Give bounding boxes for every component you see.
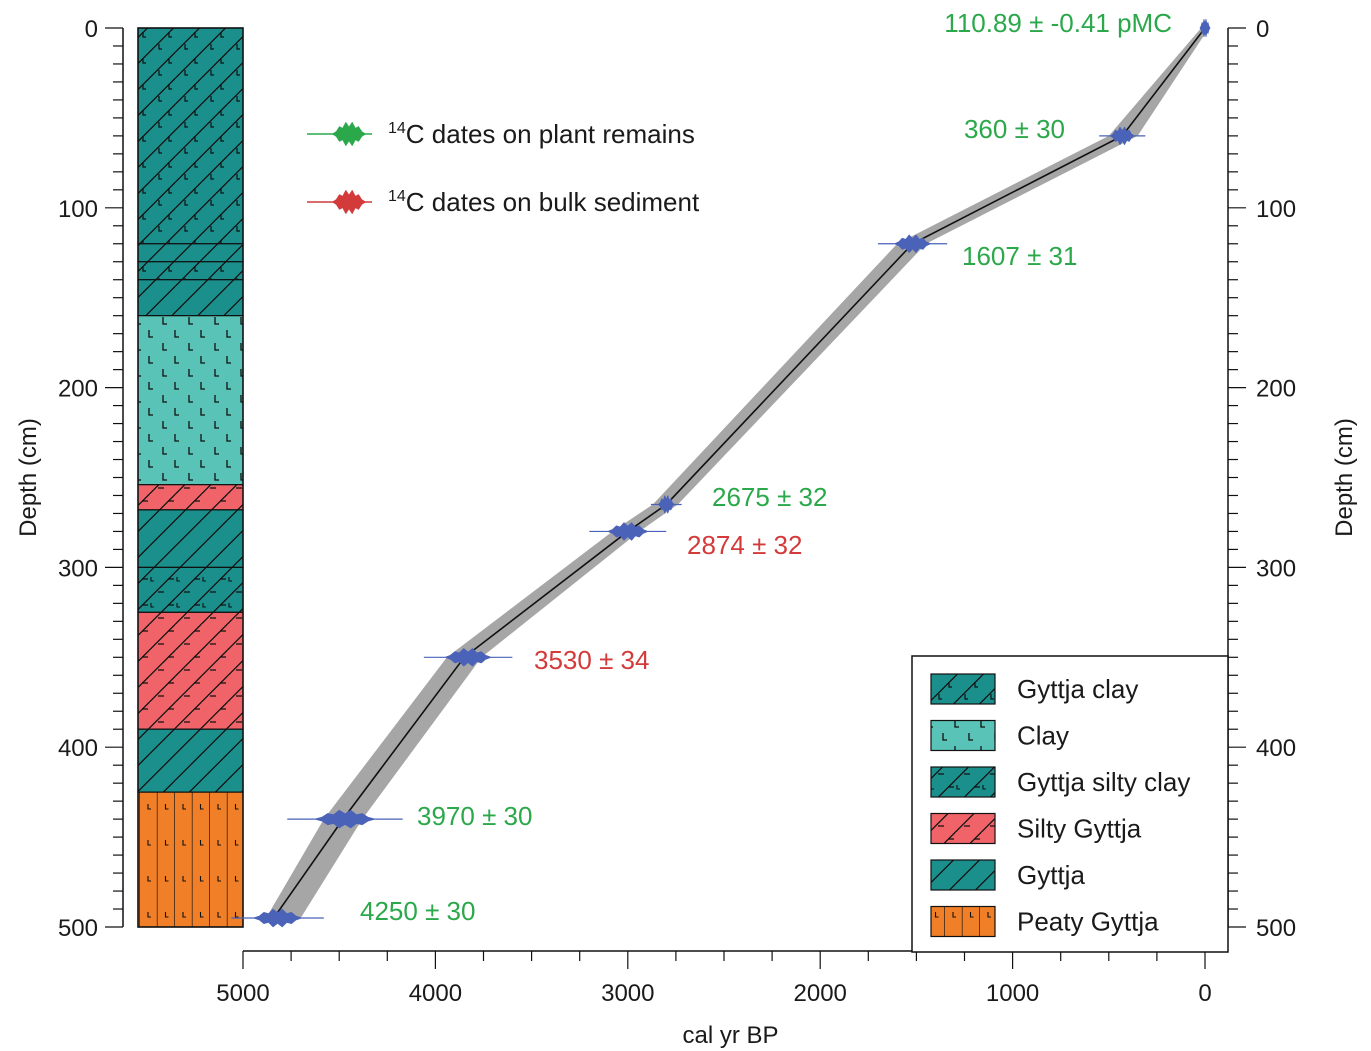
calibrated-dates — [231, 18, 1211, 928]
right-depth-tick-label: 400 — [1256, 735, 1296, 762]
lithology-legend-swatch — [930, 812, 996, 845]
lithology-legend: Gyttja clay Clay Gyttja silty clay Silty Gy… — [911, 655, 1229, 953]
left-depth-tick-label: 200 — [58, 376, 98, 403]
calibrated-date-distribution — [254, 908, 301, 928]
lithology-unit-gyttja-clay — [137, 261, 244, 281]
date-label-bulk: 3530 ± 34 — [534, 645, 649, 675]
calibrated-date — [287, 809, 403, 829]
calibrated-date — [231, 908, 324, 928]
age-axis-title: cal yr BP — [682, 1022, 778, 1049]
left-depth-tick-label: 400 — [58, 735, 98, 762]
calibrated-date-distribution — [658, 494, 675, 515]
date-label-plant: 1607 ± 31 — [962, 241, 1077, 271]
lithology-legend-label: Gyttja — [1017, 860, 1085, 890]
dates-legend-label: 14C dates on plant remains — [388, 119, 695, 149]
left-depth-tick-label: 0 — [85, 16, 98, 43]
right-depth-tick-label: 300 — [1256, 555, 1296, 582]
lithology-legend-item: Gyttja silty clay — [930, 766, 1190, 798]
lithology-legend-swatch — [930, 719, 996, 752]
calibrated-date-distribution — [1110, 126, 1135, 146]
age-model — [266, 27, 1209, 919]
lithology-legend-item: Clay — [930, 719, 1069, 752]
lithology-legend-swatch — [930, 859, 996, 891]
date-label-plant: 3970 ± 30 — [417, 801, 532, 831]
left-depth-tick-label: 500 — [58, 915, 98, 942]
age-tick-label: 4000 — [409, 980, 462, 1007]
calibrated-date-distribution — [1199, 18, 1211, 38]
lithology-unit-gyttja — [137, 279, 244, 317]
age-model-median-line — [273, 27, 1206, 919]
date-labels: 110.89 ± -0.41 pMC 360 ± 30 1607 ± 31 2675 … — [360, 8, 1172, 926]
lithology-legend-label: Gyttja clay — [1017, 674, 1138, 704]
dates-legend-symbol — [332, 121, 366, 147]
lithology-legend-item: Peaty Gyttja — [930, 905, 1159, 938]
calibrated-date-distribution — [894, 234, 931, 254]
lithology-legend-label: Clay — [1017, 721, 1069, 751]
lithology-legend-box — [911, 655, 1229, 953]
lithology-legend-item: Gyttja — [930, 859, 1085, 891]
lithology-legend-swatch — [930, 766, 996, 798]
date-label-plant: 360 ± 30 — [964, 114, 1065, 144]
lithology-legend-item: Gyttja clay — [930, 673, 1138, 705]
lithology-unit-peaty-gyttja — [137, 791, 244, 928]
dates-legend-text: C dates on plant remains — [406, 119, 695, 149]
lithology-unit-gyttja-clay — [137, 27, 244, 245]
calibrated-date — [1099, 126, 1146, 146]
calibrated-date-distribution — [608, 522, 648, 541]
lithology-legend-item: Silty Gyttja — [930, 812, 1142, 845]
calibrated-date-distribution — [445, 647, 491, 667]
dates-legend-symbol — [332, 189, 366, 215]
age-tick-label: 2000 — [794, 980, 847, 1007]
date-label-plant: 2675 ± 32 — [712, 482, 827, 512]
isotope-superscript: 14 — [388, 188, 406, 205]
date-label-plant: 4250 ± 30 — [360, 896, 475, 926]
lithology-unit-gyttja — [137, 243, 244, 263]
age-tick-label: 3000 — [601, 980, 654, 1007]
lithology-legend-label: Gyttja silty clay — [1017, 767, 1190, 797]
dates-legend-item-bulk: 14C dates on bulk sediment — [307, 187, 700, 217]
dates-legend-text: C dates on bulk sediment — [406, 187, 700, 217]
right-depth-tick-label: 100 — [1256, 196, 1296, 223]
left-depth-tick-label: 300 — [58, 555, 98, 582]
age-tick-label: 1000 — [986, 980, 1039, 1007]
lithology-unit-silty-gyttja — [137, 611, 244, 730]
lithology-legend-label: Peaty Gyttja — [1017, 907, 1159, 937]
lithology-legend-swatch — [930, 673, 996, 705]
calibrated-date — [650, 494, 682, 515]
lithology-unit-gyttja — [137, 728, 244, 793]
lithology-unit-gyttja — [137, 509, 244, 569]
calibrated-date-distribution — [315, 809, 375, 829]
date-label-plant: 110.89 ± -0.41 pMC — [944, 8, 1172, 38]
age-tick-label: 0 — [1198, 980, 1211, 1007]
calibrated-date — [877, 234, 948, 254]
calibrated-date — [1199, 18, 1211, 38]
dates-legend-label: 14C dates on bulk sediment — [388, 187, 700, 217]
left-axis-title: Depth (cm) — [15, 418, 42, 537]
lithology-legend-label: Silty Gyttja — [1017, 814, 1142, 844]
axes: 0 0 100 100 200 200 300 300 400 400 500 500 Depth (c… — [15, 16, 1358, 1049]
calibrated-date — [589, 522, 667, 541]
age-tick-label: 5000 — [216, 980, 269, 1007]
date-label-bulk: 2874 ± 32 — [687, 530, 802, 560]
right-depth-tick-label: 200 — [1256, 376, 1296, 403]
right-depth-tick-label: 500 — [1256, 915, 1296, 942]
lithology-column-frame — [137, 27, 244, 928]
isotope-superscript: 14 — [388, 120, 406, 137]
lithology-legend-swatch — [930, 905, 996, 938]
lithology-unit-gyttja-silty-clay — [137, 566, 244, 613]
lithology-column — [137, 27, 244, 928]
right-axis-title: Depth (cm) — [1331, 418, 1358, 537]
lithology-unit-silty-gyttja — [137, 484, 244, 511]
calibrated-date — [423, 647, 513, 667]
lithology-unit-clay — [137, 315, 244, 486]
dates-legend-item-plant: 14C dates on plant remains — [307, 119, 695, 149]
right-depth-tick-label: 0 — [1256, 16, 1269, 43]
left-depth-tick-label: 100 — [58, 196, 98, 223]
